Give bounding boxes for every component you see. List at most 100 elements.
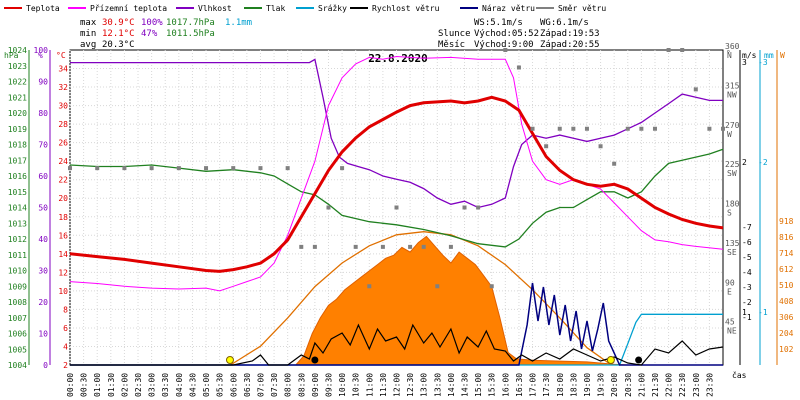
wind-dir-point [408,244,413,249]
temp-tick-label: 22 [58,176,68,185]
wind-dir-point [95,166,100,171]
wind-dir-point [367,284,372,289]
solar-area [70,235,723,366]
stats-avg-temp: 20.3°C [102,40,135,50]
time-tick-label: 01:30 [107,373,116,397]
wind-dir-point [544,144,549,149]
solar-model-line [230,231,612,366]
wind-dir-point [612,161,617,166]
wind-dir-point [204,166,209,171]
pct-tick-label: 60 [38,172,48,181]
temp-tick-label: 34 [58,65,68,74]
hpa-tick-label: 1012 [8,235,27,244]
time-tick-label: 18:30 [569,373,578,397]
series-gust [70,282,723,366]
dir-tick-deg: 225 [725,160,740,169]
ms-tick-label: -4 [742,268,752,277]
time-tick-label: 13:30 [433,373,442,397]
time-tick-label: 08:00 [284,373,293,397]
series-rain [70,313,723,366]
hpa-tick-label: 1009 [8,282,27,291]
temp-tick-label: 20 [58,194,68,203]
markers-layer [68,48,725,364]
dir-tick-deg: 315 [725,81,740,90]
moon-marker [311,356,319,364]
ms-tick-label: -6 [742,238,752,247]
time-tick-label: 14:00 [447,373,456,397]
ms-tick-label: 3 [742,58,747,67]
time-tick-label: 11:30 [379,373,388,397]
time-tick-label: 15:30 [488,373,497,397]
temp-tick-label: 30 [58,102,68,111]
stats-max-press: 1017.7hPa [166,18,215,28]
dir-tick-deg: 45 [725,318,735,327]
w-tick-label: 204 [779,329,794,338]
info-sunset: Západ:19:53 [540,29,600,39]
pct-tick-label: 50 [38,204,48,213]
time-tick-label: 02:30 [134,373,143,397]
hpa-tick-label: 1021 [8,93,27,102]
dir-tick-name: S [727,209,732,218]
hpa-tick-label: 1011 [8,251,27,260]
info-sunrise: Východ:05:52 [474,29,539,39]
hpa-tick-label: 1015 [8,188,27,197]
pct-tick-label: 40 [38,235,48,244]
ms-tick-label: -7 [742,223,752,232]
sun-marker [606,356,615,364]
wind-dir-point [122,166,127,171]
legend-label-gust: Náraz větru [482,4,535,13]
wind-dir-point [394,205,399,210]
pct-tick-label: 30 [38,267,48,276]
series-layer [69,55,724,366]
temp-tick-label: 18 [58,213,68,222]
legend-label-dir: Směr větru [558,4,606,13]
wind-dir-point [176,166,181,171]
solar-layer [70,231,723,366]
hpa-tick-label: 1010 [8,267,27,276]
series-wind [70,323,724,366]
wind-dir-point [693,87,698,92]
wind-dir-point [340,166,345,171]
time-tick-label: 03:30 [161,373,170,397]
wind-dir-point [584,126,589,131]
temp-tick-label: 32 [58,83,68,92]
time-tick-label: 00:30 [80,373,89,397]
stats-max-temp: 30.9°C [102,18,135,28]
hpa-tick-label: 1014 [8,204,27,213]
pct-tick-label: 100 [34,46,49,55]
w-tick-label: 714 [779,249,794,258]
legend-label-rain: Srážky [318,4,347,13]
time-tick-label: 11:00 [365,373,374,397]
time-tick-label: 14:30 [461,373,470,397]
wind-dir-point [571,126,576,131]
wind-dir-point [421,244,426,249]
wind-dir-point [721,126,725,131]
wind-dir-point [231,166,236,171]
unit-pct: % [38,51,43,60]
series-pressure [69,148,724,248]
wind-dir-point [652,126,657,131]
hpa-tick-label: 1013 [8,219,27,228]
dir-tick-deg: 90 [725,278,735,287]
w-tick-label: 816 [779,233,794,242]
time-tick-label: 16:00 [501,373,510,397]
time-tick-label: 16:30 [515,373,524,397]
time-tick-label: 03:00 [148,373,157,397]
wind-dir-point [598,144,603,149]
time-tick-label: 15:00 [474,373,483,397]
wind-dir-point [707,126,712,131]
mm-tick-label: -1 [758,308,768,317]
temp-tick-label: 24 [58,157,68,166]
legend-label-hum: Vlhkost [198,4,232,13]
stats-max-hum: 100% [141,18,163,28]
time-tick-label: 19:30 [597,373,606,397]
wind-dir-point [625,126,630,131]
time-tick-label: 12:30 [406,373,415,397]
time-tick-label: 22:30 [678,373,687,397]
hpa-tick-label: 1018 [8,141,27,150]
mm-tick-label: -3 [758,58,768,67]
pct-tick-label: 70 [38,141,48,150]
stats-min-hum: 47% [141,29,158,39]
w-tick-label: 306 [779,313,794,322]
unit-ms: m/s [742,51,757,60]
